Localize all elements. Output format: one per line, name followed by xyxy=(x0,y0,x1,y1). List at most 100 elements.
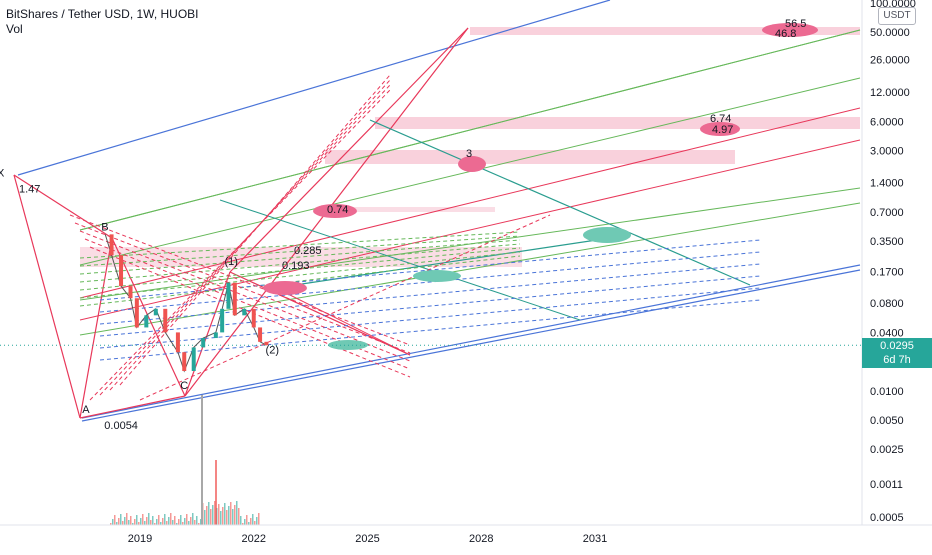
target-teal-2 xyxy=(413,270,461,282)
price-candle xyxy=(128,286,133,299)
x-tick: 2022 xyxy=(242,533,266,545)
dash-blue-2 xyxy=(99,263,761,325)
dash-green-1 xyxy=(79,235,521,267)
volume-bar xyxy=(232,509,234,525)
y-tick: 0.3500 xyxy=(870,236,904,248)
last-price-countdown: 6d 7h xyxy=(883,354,911,366)
price-candle xyxy=(109,234,114,256)
dash-blue-5 xyxy=(99,299,761,361)
volume-bar xyxy=(112,519,114,525)
pattern-1-top xyxy=(229,27,469,273)
volume-bar xyxy=(160,522,162,525)
y-tick: 1.4000 xyxy=(870,178,904,190)
y-tick: 6.0000 xyxy=(870,116,904,128)
volume-bar xyxy=(214,501,216,525)
dash-red-0 xyxy=(69,214,411,346)
y-tick: 100.0000 xyxy=(870,0,916,10)
y-tick: 0.0400 xyxy=(870,327,904,339)
volume-bar xyxy=(220,511,222,525)
target-497 xyxy=(700,122,740,136)
target-56 xyxy=(762,23,818,37)
volume-bar xyxy=(226,510,228,525)
volume-bar xyxy=(234,505,236,525)
volume-bar xyxy=(124,517,126,525)
target-0193 xyxy=(263,281,307,295)
volume-bar xyxy=(144,521,146,525)
volume-bar xyxy=(126,513,128,525)
volume-bar xyxy=(200,519,202,525)
volume-bar xyxy=(158,515,160,525)
volume-bar xyxy=(182,522,184,525)
volume-bar xyxy=(208,502,210,525)
volume-bar xyxy=(118,518,120,525)
volume-bar xyxy=(238,508,240,525)
volume-bar xyxy=(250,518,252,525)
pattern-1-down-b xyxy=(269,284,411,356)
volume-bar xyxy=(236,501,238,525)
currency-button[interactable]: USDT xyxy=(878,7,916,25)
target-3 xyxy=(458,156,486,172)
volume-bar xyxy=(258,513,260,525)
point-value-A: 0.0054 xyxy=(104,420,138,432)
volume-bar xyxy=(152,516,154,525)
x-tick: 2025 xyxy=(355,533,379,545)
volume-bar xyxy=(140,518,142,525)
volume-spike xyxy=(201,395,203,525)
volume-bar xyxy=(172,520,174,525)
volume-bar xyxy=(206,506,208,525)
volume-bar xyxy=(246,515,248,525)
dash-red-diag xyxy=(139,214,551,401)
dash-blue-4 xyxy=(99,287,761,349)
dash-red-up-1 xyxy=(99,84,391,396)
volume-bar xyxy=(218,504,220,525)
volume-bar xyxy=(146,517,148,525)
volume-bar xyxy=(138,522,140,525)
y-tick: 12.0000 xyxy=(870,87,910,99)
volume-bar xyxy=(148,513,150,525)
fib-green-2 xyxy=(79,187,861,301)
point-label-1: (1) xyxy=(224,256,237,268)
volume-bar xyxy=(212,505,214,525)
volume-bar xyxy=(204,510,206,525)
pattern-ab xyxy=(79,237,113,419)
volume-bar xyxy=(192,513,194,525)
volume-bar xyxy=(154,523,156,525)
volume-bar xyxy=(174,516,176,525)
volume-bar xyxy=(180,515,182,525)
target-teal-1 xyxy=(583,227,631,243)
dash-green-5 xyxy=(79,251,521,299)
fib-red-1 xyxy=(79,139,861,321)
fib-green-0 xyxy=(79,29,861,231)
volume-bar xyxy=(134,519,136,525)
annotation-0-193: 0.193 xyxy=(282,260,310,272)
pattern-c-1 xyxy=(184,271,231,397)
volume-label[interactable]: Vol xyxy=(6,22,23,36)
volume-bar xyxy=(114,515,116,525)
annotation-56-5: 56.5 xyxy=(785,18,806,30)
point-label-2: (2) xyxy=(266,345,279,357)
fib-green-3 xyxy=(79,202,861,336)
price-candle xyxy=(264,341,269,346)
price-candle xyxy=(153,308,158,316)
volume-bar xyxy=(166,521,168,525)
y-tick: 0.7000 xyxy=(870,207,904,219)
zone-top xyxy=(470,27,860,35)
volume-bar xyxy=(186,514,188,525)
volume-bar xyxy=(122,521,124,525)
volume-bar xyxy=(252,514,254,525)
volume-bar xyxy=(194,520,196,525)
volume-bar xyxy=(162,518,164,525)
volume-bar xyxy=(248,522,250,525)
pattern-xa xyxy=(13,174,81,419)
price-candle xyxy=(182,352,187,372)
symbol-title[interactable]: BitShares / Tether USD, 1W, HUOBI xyxy=(6,7,199,21)
volume-bar xyxy=(116,522,118,525)
volume-bar xyxy=(142,514,144,525)
price-candle xyxy=(163,308,168,333)
target-074 xyxy=(313,204,357,218)
volume-bar xyxy=(242,523,244,525)
annotation-3: 3 xyxy=(466,148,472,160)
dash-green-6 xyxy=(79,255,521,307)
